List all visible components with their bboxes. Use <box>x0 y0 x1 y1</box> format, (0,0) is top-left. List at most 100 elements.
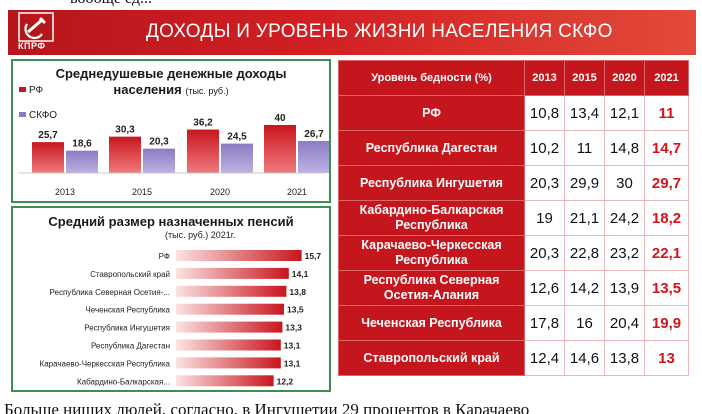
bar-rf-2020 <box>187 129 219 173</box>
bar-pension <box>176 303 284 315</box>
bar-skfo-2015 <box>143 148 175 173</box>
table-cell: 13,5 <box>644 270 689 306</box>
x-tick-2021: 2021 <box>287 187 307 197</box>
data-label-skfo-2020: 24,5 <box>227 132 247 143</box>
bar-rf-2021 <box>264 125 296 173</box>
region-label: Карачаево-Черкесская Республика <box>338 235 525 271</box>
category-label: Кабардино-Балкарская... <box>77 377 170 386</box>
table-cell: 14,2 <box>564 270 605 306</box>
year-header: 2015 <box>564 60 605 96</box>
table-cell: 22,8 <box>564 235 605 271</box>
table-row: Республика Дагестан 10,2 11 14,8 14,7 <box>338 130 689 166</box>
income-chart-title-line2: населения (тыс. руб.) <box>13 82 329 97</box>
table-cell: 22,1 <box>644 235 689 271</box>
table-cell: 13,4 <box>564 95 605 131</box>
table-cell: 10,8 <box>524 95 565 131</box>
bar-pension <box>176 339 281 351</box>
table-header-label: Уровень бедности (%) <box>338 60 525 96</box>
data-label-skfo-2021: 26,7 <box>304 129 324 140</box>
x-tick-2015: 2015 <box>132 187 152 197</box>
year-header: 2020 <box>604 60 645 96</box>
pension-chart-subtitle: (тыс. руб.) 2021г. <box>165 230 236 240</box>
legend-swatch-skfo <box>19 112 26 117</box>
data-label-rf-2020: 36,2 <box>193 118 213 129</box>
table-cell: 20,4 <box>604 305 645 341</box>
bar-pension <box>176 357 281 369</box>
logo-label: КПРФ <box>18 41 46 51</box>
table-cell: 13 <box>644 340 689 376</box>
data-label-rf-2015: 30,3 <box>115 125 135 136</box>
data-label-rf-2021: 40 <box>274 113 286 124</box>
table-cell: 10,2 <box>524 130 565 166</box>
table-cell: 12,6 <box>524 270 565 306</box>
category-label: Чеченская Республика <box>85 306 170 315</box>
data-label-pension: 13,1 <box>284 358 301 368</box>
pension-bar-chart: РФ 15,7 Ставропольский край 14,1 Республика … <box>40 250 322 387</box>
region-label: Республика Ингушетия <box>338 165 525 201</box>
category-label: Республика Северная Осетия-... <box>50 288 170 297</box>
bar-skfo-2020 <box>221 143 253 173</box>
table-header-row: Уровень бедности (%) 2013 2015 2020 2021 <box>338 60 689 96</box>
table-row: Карачаево-Черкесская Республика 20,3 22,8 2… <box>338 235 689 271</box>
hammer-sickle-icon <box>18 12 54 42</box>
table-cell: 11 <box>644 95 689 131</box>
category-label: Республика Дагестан <box>91 342 170 351</box>
data-label-pension: 12,2 <box>277 376 294 386</box>
table-cell: 29,9 <box>564 165 605 201</box>
bar-rf-2015 <box>109 136 141 173</box>
category-label: Карачаево-Черкесская Республика <box>40 359 171 368</box>
header-banner: КПРФ ДОХОДЫ И УРОВЕНЬ ЖИЗНИ НАСЕЛЕНИЯ СК… <box>8 10 696 55</box>
x-tick-2013: 2013 <box>55 187 75 197</box>
bar-skfo-2013 <box>66 150 98 173</box>
data-label-pension: 13,8 <box>289 287 306 297</box>
legend-swatch-rf <box>19 87 26 92</box>
bar-pension <box>176 250 302 261</box>
bar-pension <box>176 267 289 279</box>
top-text: вообще ед... <box>70 0 152 8</box>
region-label: Кабардино-Балкарская Республика <box>338 200 525 236</box>
bar-pension <box>176 285 287 297</box>
table-cell: 11 <box>564 130 605 166</box>
table-cell: 14,7 <box>644 130 689 166</box>
x-tick-2020: 2020 <box>210 187 230 197</box>
income-bar-chart: РФ СКФО 25,7 18,6 2013 30,3 20,3 2015 36,2 24,5 20… <box>19 85 329 197</box>
category-label: РФ <box>159 252 170 261</box>
bar-pension <box>176 321 283 333</box>
table-cell: 23,2 <box>604 235 645 271</box>
data-label-pension: 14,1 <box>292 269 309 279</box>
bottom-text: Больше нищих людей, согласно, в Ингушети… <box>4 403 530 414</box>
table-row: Кабардино-Балкарская Республика 19 21,1 24,… <box>338 200 689 236</box>
table-cell: 24,2 <box>604 200 645 236</box>
income-chart-unit: (тыс. руб.) <box>185 86 229 96</box>
data-label-pension: 13,5 <box>287 305 304 315</box>
table-cell: 29,7 <box>644 165 689 201</box>
page-title: ДОХОДЫ И УРОВЕНЬ ЖИЗНИ НАСЕЛЕНИЯ СКФО <box>146 21 613 42</box>
poverty-table: Уровень бедности (%) 2013 2015 2020 2021 РФ 10… <box>338 60 689 376</box>
data-label-rf-2013: 25,7 <box>38 130 58 141</box>
table-cell: 12,1 <box>604 95 645 131</box>
year-header: 2021 <box>644 60 689 96</box>
region-label: РФ <box>338 95 525 131</box>
table-cell: 17,8 <box>524 305 565 341</box>
income-chart-title: Среднедушевые денежные доходы <box>55 66 287 81</box>
data-label-pension: 13,1 <box>284 341 301 351</box>
region-label: Ставропольский край <box>338 340 525 376</box>
region-label: Республика Северная Осетия-Алания <box>338 270 525 306</box>
data-label-skfo-2013: 18,6 <box>72 139 92 150</box>
table-cell: 14,6 <box>564 340 605 376</box>
pension-chart-panel: Средний размер назначенных пенсий (тыс. … <box>11 206 331 392</box>
table-cell: 30 <box>604 165 645 201</box>
bar-rf-2013 <box>32 142 64 173</box>
data-label-skfo-2015: 20,3 <box>149 137 169 148</box>
top-text-fragment: вообще ед... <box>0 0 702 9</box>
table-cell: 12,4 <box>524 340 565 376</box>
table-cell: 19 <box>524 200 565 236</box>
year-header: 2013 <box>524 60 565 96</box>
table-cell: 20,3 <box>524 235 565 271</box>
data-label-pension: 15,7 <box>305 251 322 261</box>
region-label: Чеченская Республика <box>338 305 525 341</box>
table-row: Республика Северная Осетия-Алания 12,6 14,… <box>338 270 689 306</box>
table-cell: 14,8 <box>604 130 645 166</box>
table-row: Ставропольский край 12,4 14,6 13,8 13 <box>338 340 689 376</box>
region-label: Республика Дагестан <box>338 130 525 166</box>
